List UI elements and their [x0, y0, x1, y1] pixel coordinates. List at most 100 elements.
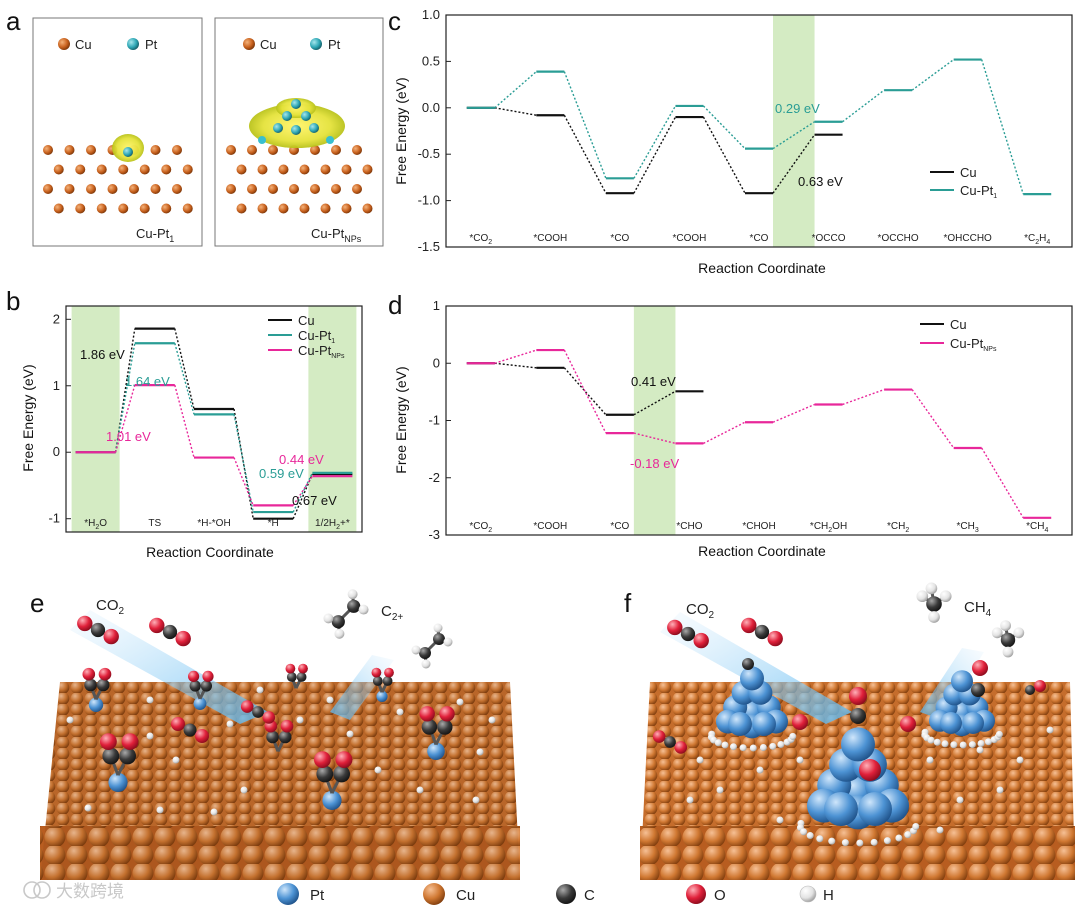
c-atom: [372, 676, 383, 686]
o-atom: [98, 667, 112, 681]
cu-atom: [86, 145, 96, 155]
legend-label: Cu-PtNPs: [298, 343, 345, 360]
y-axis-title: Free Energy (eV): [393, 366, 409, 473]
plot-frame: [65, 305, 363, 533]
energy-connector: [494, 71, 537, 109]
o-atom: [171, 717, 185, 731]
energy-annotation: -0.18 eV: [630, 456, 679, 471]
legend-label: Cu: [298, 313, 315, 328]
pt-atom: [728, 712, 752, 736]
h-atom: [1046, 726, 1054, 734]
legend-pt: Pt: [310, 887, 325, 904]
h-atom: [912, 823, 920, 831]
h-atom: [941, 740, 949, 748]
cu-atom: [320, 203, 331, 214]
pt-atom: [322, 790, 342, 811]
x-category-label: *CO: [750, 233, 769, 244]
c-atom: [84, 678, 97, 692]
legend-h: H: [823, 887, 834, 904]
h-atom: [476, 748, 484, 756]
c-atom: [90, 622, 106, 638]
energy-connector: [911, 389, 955, 449]
pt-atom: [940, 712, 962, 734]
highlight-band: [71, 306, 120, 532]
c-atom: [1000, 632, 1016, 648]
cu-atom: [362, 203, 373, 214]
panel-e: e CO2 C2+: [30, 588, 520, 880]
product-label: CH4: [964, 599, 992, 619]
x-category-label: *CH2OH: [810, 521, 847, 534]
pt-atom: [740, 666, 764, 691]
y-tick-label: 1: [53, 378, 60, 393]
cu-atom: [362, 164, 373, 175]
cu-atom: [139, 203, 150, 214]
y-tick-label: 1.0: [422, 7, 440, 22]
h-atom: [749, 744, 757, 752]
c-atom: [419, 647, 431, 659]
pt-atom: [962, 712, 984, 734]
cu-surface-scene: [40, 610, 520, 880]
legend-label: Cu: [950, 317, 967, 332]
y-tick-label: -1.0: [418, 193, 440, 208]
o-atom: [298, 663, 308, 674]
o-atom: [195, 729, 209, 743]
y-tick-label: -1: [428, 413, 440, 428]
c-atom: [286, 672, 297, 682]
h-atom: [883, 837, 891, 845]
pt-atom: [427, 742, 445, 760]
cu-slab-atoms: [226, 145, 373, 214]
h-atom: [1013, 627, 1025, 639]
energy-annotation: 1.01 eV: [106, 429, 151, 444]
highlight-band: [773, 15, 815, 247]
x-category-label: *OCCHO: [878, 233, 919, 244]
cu-atom: [96, 164, 107, 175]
h-atom: [933, 738, 941, 746]
x-category-label: *CHOH: [742, 521, 775, 532]
energy-connector: [174, 384, 195, 458]
cu-atom: [161, 164, 172, 175]
h-atom: [226, 720, 234, 728]
x-category-label: *CH2: [887, 521, 909, 534]
energy-annotation: 1.86 eV: [80, 347, 125, 362]
h-atom: [347, 589, 358, 600]
pt-atom-icon: [127, 38, 139, 50]
cu-atom: [129, 184, 139, 194]
cu-atom: [299, 203, 310, 214]
h-atom: [927, 736, 935, 744]
energy-connector: [494, 349, 537, 364]
pt-atom: [858, 792, 892, 826]
cu-atom: [341, 164, 352, 175]
energy-connector: [494, 107, 537, 116]
x-category-label: *OHCCHO: [943, 233, 992, 244]
energy-connector: [563, 114, 607, 194]
h-atom: [956, 796, 964, 804]
watermark-logo-icon: [23, 881, 41, 899]
o-atom: [652, 730, 666, 743]
h-atom: [1002, 646, 1014, 658]
o-atom: [121, 733, 139, 750]
o-atom: [767, 630, 783, 647]
x-category-label: *CO2: [469, 521, 492, 534]
cu-atom: [75, 164, 86, 175]
cu-atom: [310, 184, 320, 194]
panel-letter-e: e: [30, 588, 44, 618]
h-atom: [976, 746, 984, 754]
h-atom: [172, 756, 180, 764]
chart-b-plot: 2 1 0 -1 *H2O TS *H-*OH *H 1/2H2+* 1.86 eV1.64 eV…: [48, 305, 363, 533]
o-atom: [285, 663, 296, 674]
o-atom: [371, 667, 382, 678]
h-atom: [716, 786, 724, 794]
h-atom: [66, 716, 74, 724]
h-atom: [806, 832, 814, 840]
energy-connector: [114, 343, 136, 453]
cu-atom: [64, 145, 75, 155]
panel-f: f CO2 CH4: [624, 582, 1075, 880]
cu-atom: [53, 203, 64, 214]
pt-nanoparticle-cloud: [249, 98, 345, 148]
energy-connector: [292, 475, 313, 506]
c-atom-icon: [556, 884, 576, 904]
energy-connector: [911, 58, 955, 91]
h-atom: [959, 741, 967, 749]
h-atom: [334, 628, 345, 639]
cu-atom: [289, 184, 299, 194]
